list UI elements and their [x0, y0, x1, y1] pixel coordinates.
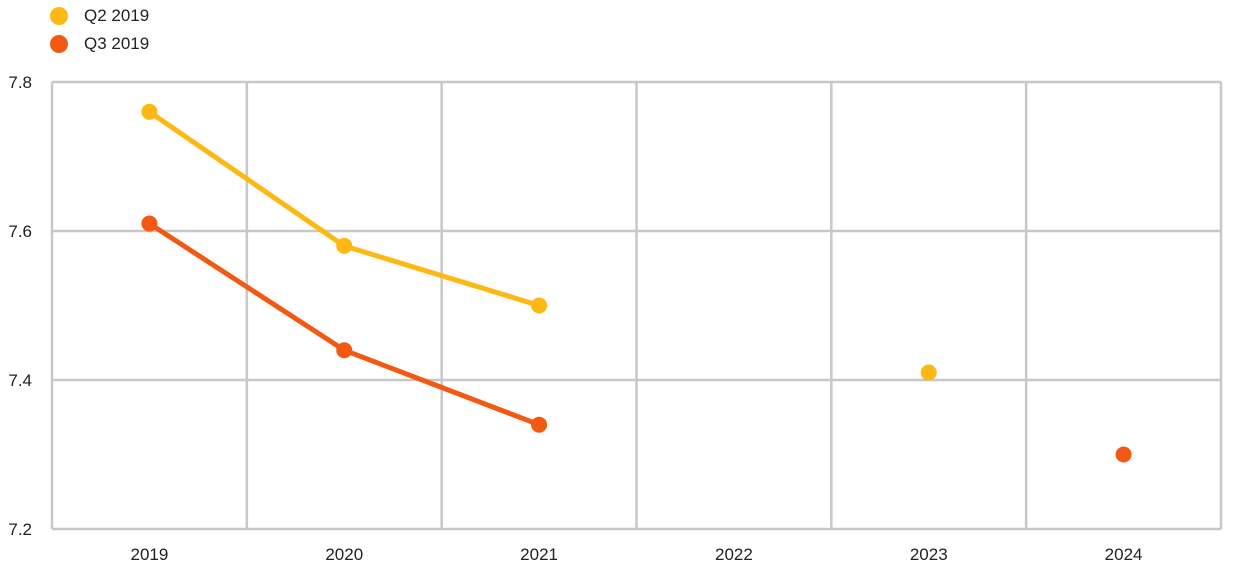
- data-point-q3-2019-2020[interactable]: [336, 342, 353, 359]
- y-tick-label: 7.2: [8, 520, 32, 539]
- legend-label-q2-2019: Q2 2019: [84, 6, 150, 25]
- x-tick-label: 2022: [715, 545, 753, 564]
- series-q3-2019: [141, 215, 1132, 463]
- y-tick-label: 7.4: [8, 371, 32, 390]
- series-q2-2019: [141, 103, 937, 381]
- x-tick-label: 2021: [520, 545, 558, 564]
- x-tick-label: 2024: [1105, 545, 1143, 564]
- legend: Q2 2019 Q3 2019: [50, 2, 149, 58]
- legend-marker-q3-2019: [50, 35, 68, 53]
- data-point-q3-2019-2024[interactable]: [1115, 446, 1132, 463]
- legend-item-q3-2019[interactable]: Q3 2019: [50, 30, 149, 58]
- legend-label-q3-2019: Q3 2019: [84, 34, 150, 53]
- grid-lines: [50, 80, 1223, 531]
- y-tick-label: 7.6: [8, 222, 32, 241]
- series-layer: [141, 103, 1132, 463]
- data-point-q2-2019-2023[interactable]: [920, 364, 937, 381]
- axis-labels: 7.2 7.4 7.6 7.8 2019 2020 2021 2022 2023 2024: [8, 73, 1142, 564]
- legend-item-q2-2019[interactable]: Q2 2019: [50, 2, 149, 30]
- x-tick-label: 2023: [910, 545, 948, 564]
- data-point-q3-2019-2019[interactable]: [141, 215, 158, 232]
- legend-marker-q2-2019: [50, 7, 68, 25]
- series-line-q2-2019: [147, 109, 540, 308]
- x-tick-label: 2019: [131, 545, 169, 564]
- data-point-q3-2019-2021[interactable]: [531, 416, 548, 433]
- data-point-q2-2019-2021[interactable]: [531, 297, 548, 314]
- data-point-q2-2019-2020[interactable]: [336, 237, 353, 254]
- data-point-q2-2019-2019[interactable]: [141, 103, 158, 120]
- y-tick-label: 7.8: [8, 73, 32, 92]
- x-tick-label: 2020: [325, 545, 363, 564]
